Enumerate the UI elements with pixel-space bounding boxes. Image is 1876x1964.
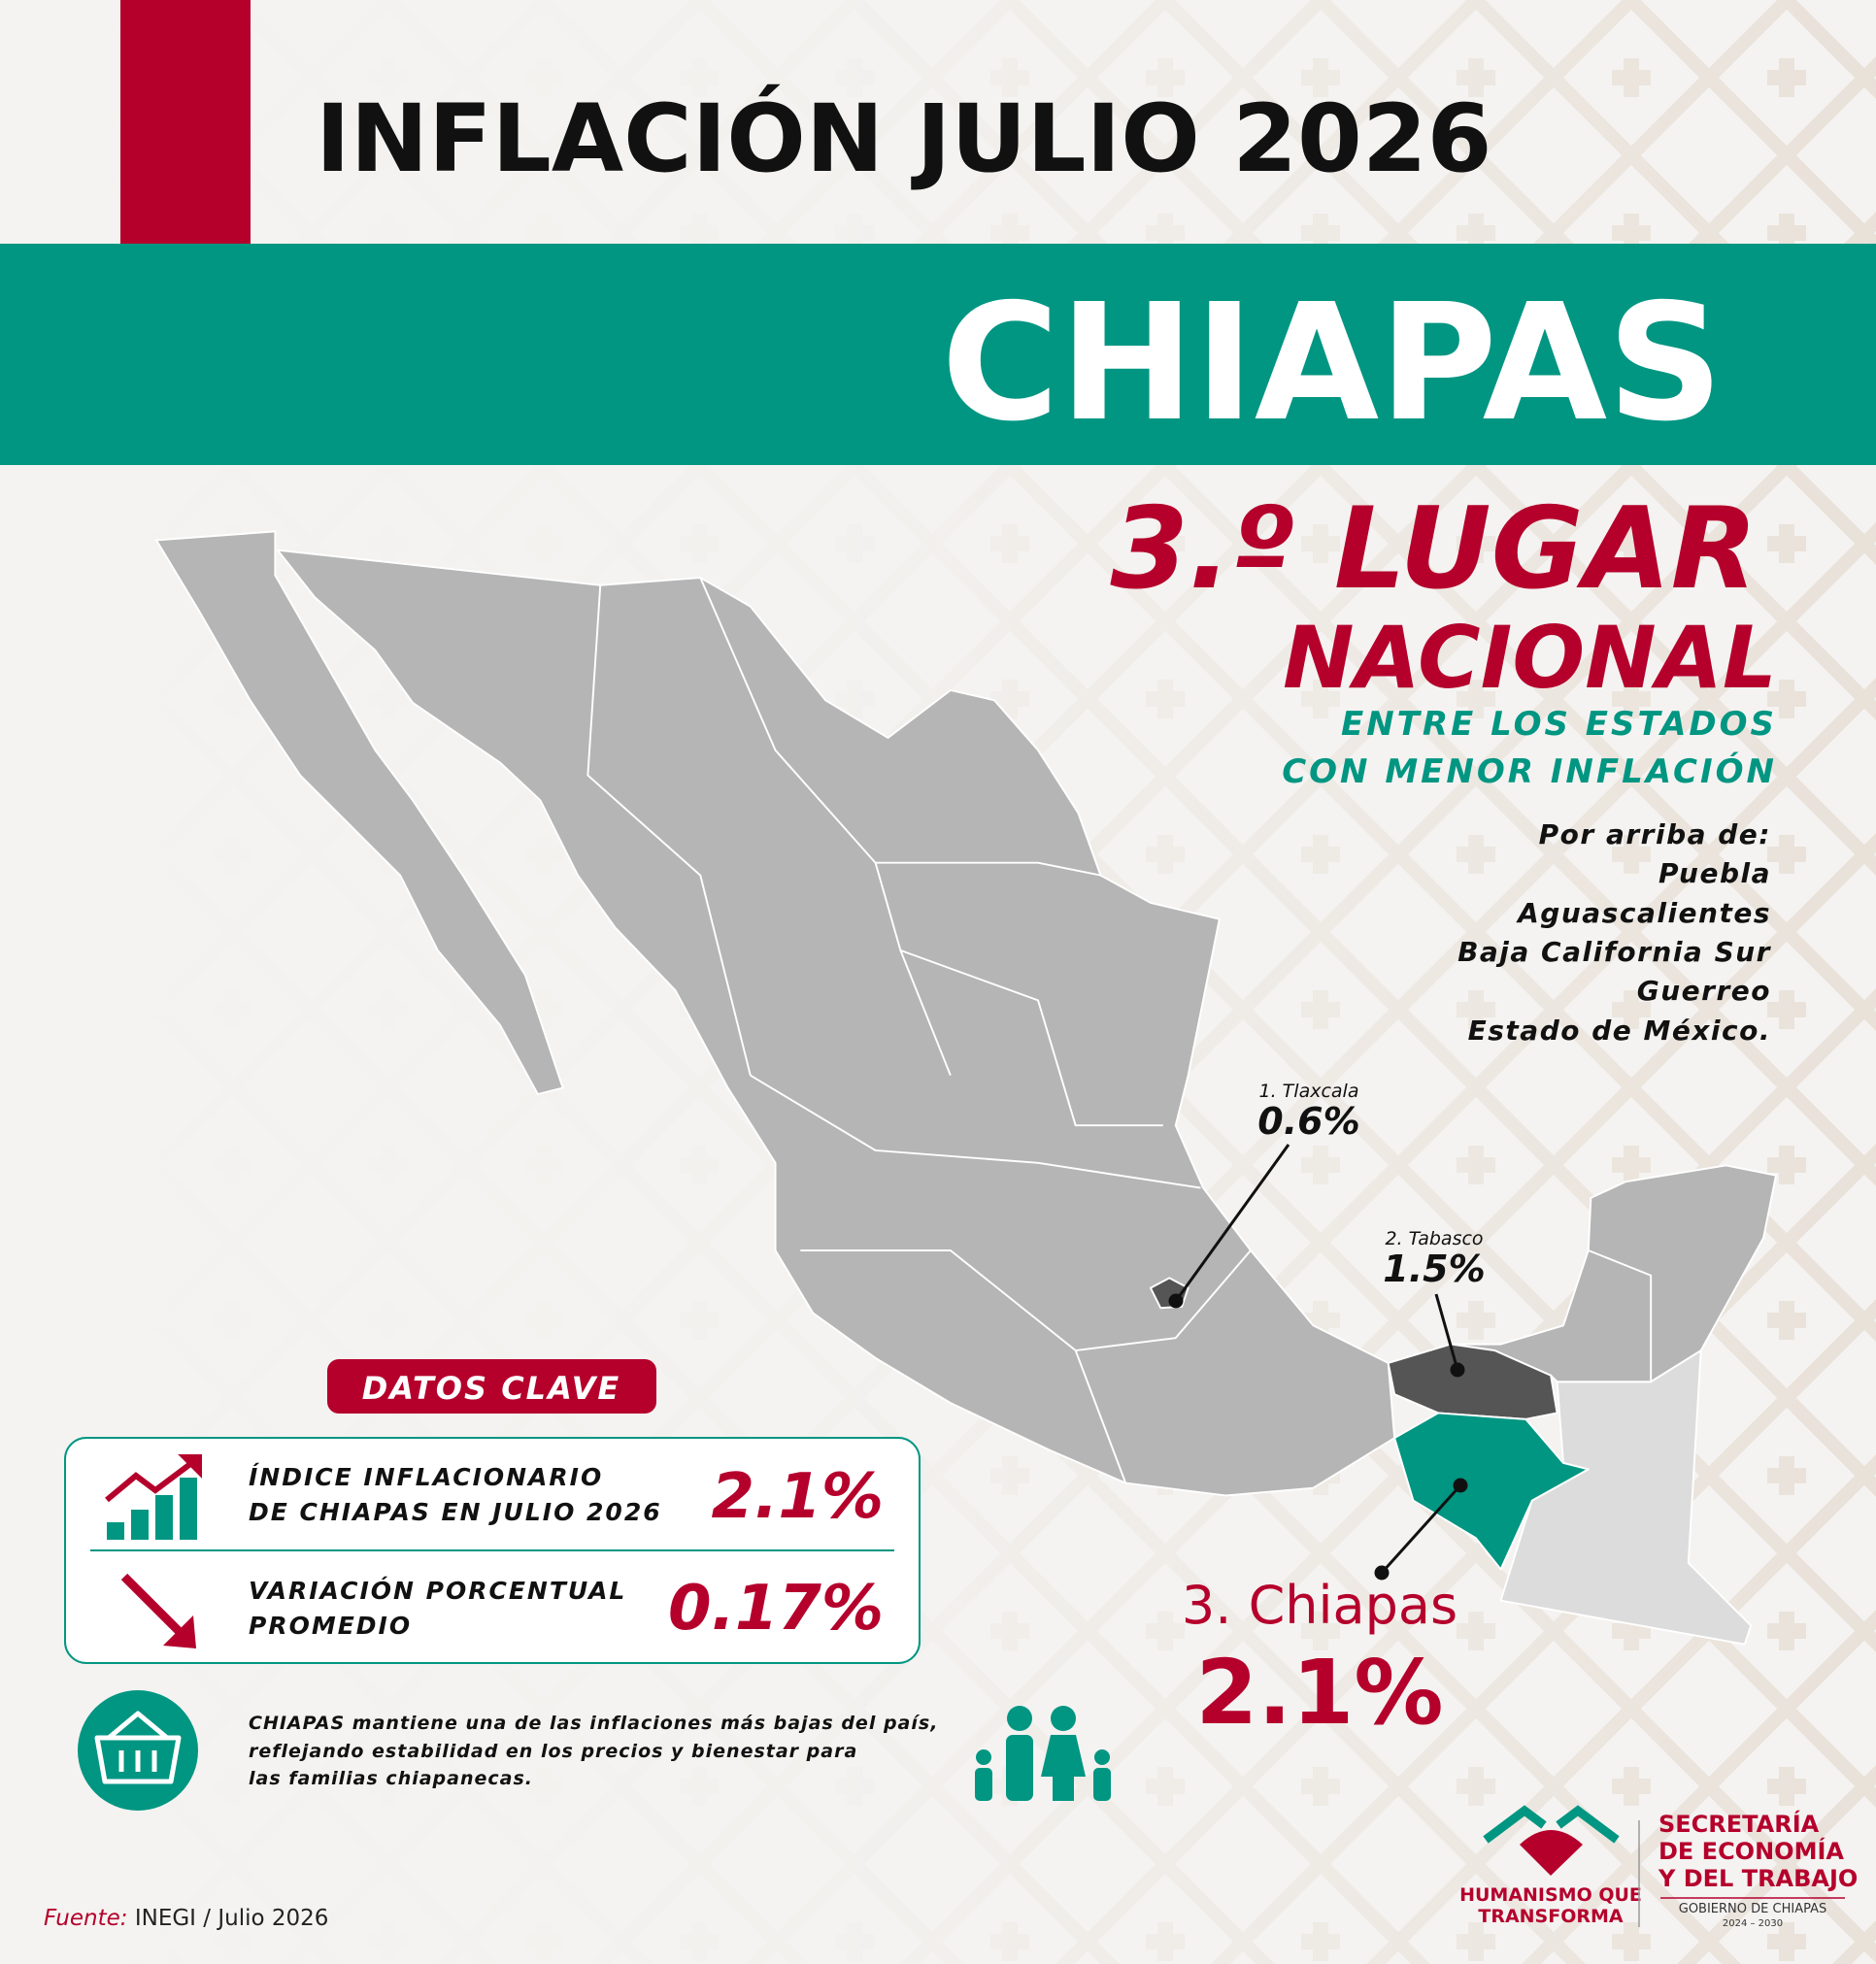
basket-slats	[118, 1750, 157, 1772]
map-label-name: 3. Chiapas	[1182, 1575, 1457, 1636]
logo-text: DE ECONOMÍA	[1658, 1837, 1844, 1865]
logo-gobierno: GOBIERNO DE CHIAPAS	[1679, 1902, 1826, 1916]
note-line: reflejando estabilidad en los precios y …	[249, 1741, 857, 1762]
adult-body	[1006, 1735, 1033, 1801]
red-accent	[120, 0, 251, 244]
logo-mark	[1483, 1805, 1620, 1844]
icon-bar	[131, 1510, 149, 1540]
leader-line	[1174, 1144, 1290, 1302]
key-labels: ÍNDICE INFLACIONARIO DE CHIAPAS EN JULIO…	[249, 1463, 662, 1640]
chart-icon	[105, 1454, 202, 1540]
key-label: VARIACIÓN PORCENTUAL	[249, 1576, 626, 1605]
adult-legs	[1053, 1775, 1074, 1801]
adult-head	[1007, 1706, 1032, 1731]
down-arrow-icon	[120, 1573, 196, 1648]
key-value: 2.1%	[712, 1461, 885, 1533]
green-band	[0, 244, 1876, 465]
note-line: las familias chiapanecas.	[249, 1768, 533, 1789]
logo-text: Y DEL TRABAJO	[1658, 1865, 1858, 1892]
icon-bar	[155, 1495, 173, 1540]
arrow-shaft	[120, 1573, 188, 1641]
tabasco	[1387, 1343, 1558, 1420]
leader-dot	[1168, 1293, 1184, 1309]
leader-dot	[1450, 1362, 1465, 1378]
adult-head	[1051, 1706, 1076, 1731]
state-name: CHIAPAS	[941, 270, 1723, 457]
key-data-pill	[327, 1359, 656, 1414]
place: 3.º LUGAR	[1110, 483, 1758, 615]
logo-text: HUMANISMO QUE	[1459, 1884, 1642, 1906]
key-label: ÍNDICE INFLACIONARIO	[249, 1463, 603, 1491]
above-label: Por arriba de:	[1539, 818, 1771, 850]
basket-body	[94, 1735, 182, 1784]
map-label-value: 2.1%	[1195, 1641, 1443, 1745]
logo-heart	[1520, 1830, 1583, 1876]
chiapas	[1393, 1412, 1590, 1571]
source: Fuente: INEGI / Julio 2026	[44, 1906, 328, 1931]
above-state: Aguascalientes	[1516, 897, 1771, 929]
scope: NACIONAL	[1283, 608, 1777, 708]
leader-dot	[1374, 1565, 1390, 1581]
above-state: Puebla	[1658, 857, 1771, 889]
child-body	[975, 1768, 992, 1801]
icon-bar	[107, 1522, 124, 1540]
source-prefix: Fuente:	[44, 1906, 128, 1931]
note-line: CHIAPAS mantiene una de las inflaciones …	[249, 1713, 938, 1734]
map-label-value: 0.6%	[1257, 1100, 1359, 1143]
key-data-title: DATOS CLAVE	[362, 1370, 621, 1407]
logo-text: SECRETARÍA	[1658, 1810, 1820, 1838]
state-borders	[586, 577, 1653, 1483]
child-head	[976, 1749, 991, 1765]
mainland	[276, 549, 1777, 1497]
humanismo-logo: HUMANISMO QUE TRANSFORMA	[1459, 1805, 1642, 1927]
key-label: DE CHIAPAS EN JULIO 2026	[249, 1498, 662, 1526]
secretaria-logo: SECRETARÍA DE ECONOMÍA Y DEL TRABAJO	[1658, 1810, 1858, 1892]
note: CHIAPAS mantiene una de las inflaciones …	[249, 1713, 938, 1789]
map-label-name: 2. Tabasco	[1385, 1228, 1483, 1249]
logo-years: 2024 – 2030	[1723, 1918, 1783, 1929]
above-state: Baja California Sur	[1457, 936, 1772, 968]
child-body	[1093, 1768, 1111, 1801]
family-icon	[975, 1706, 1111, 1801]
map	[155, 530, 1777, 1646]
above-state: Guerreo	[1637, 975, 1771, 1007]
icon-bar	[180, 1478, 197, 1540]
leader-line	[1434, 1293, 1459, 1371]
map-label-value: 1.5%	[1383, 1248, 1485, 1290]
ranking: 3.º LUGAR NACIONAL ENTRE LOS ESTADOS CON…	[1110, 483, 1777, 1047]
baja-california	[155, 530, 564, 1095]
key-value: 0.17%	[668, 1573, 884, 1645]
icon-arrow	[178, 1454, 202, 1479]
key-label: PROMEDIO	[249, 1612, 412, 1640]
map-labels: 1. Tlaxcala 0.6% 2. Tabasco 1.5% 3. Chia…	[1182, 1081, 1486, 1745]
leader-line	[1380, 1483, 1462, 1575]
child-head	[1094, 1749, 1110, 1765]
map-label-name: 1. Tlaxcala	[1259, 1081, 1359, 1102]
basket-handle	[107, 1711, 169, 1740]
subtitle-line: CON MENOR INFLACIÓN	[1282, 751, 1777, 791]
icon-trend	[105, 1458, 196, 1503]
subtitle-line: ENTRE LOS ESTADOS	[1341, 705, 1777, 744]
title: INFLACIÓN JULIO 2026	[316, 83, 1491, 193]
adult-body	[1041, 1735, 1086, 1777]
above-state: Estado de México.	[1468, 1015, 1771, 1047]
arrow-head	[163, 1615, 196, 1648]
logo-text: TRANSFORMA	[1478, 1906, 1624, 1927]
leader-dot	[1453, 1478, 1468, 1493]
leaders	[1168, 1144, 1468, 1581]
basket-icon	[94, 1711, 182, 1784]
source-text: INEGI / Julio 2026	[135, 1906, 329, 1931]
